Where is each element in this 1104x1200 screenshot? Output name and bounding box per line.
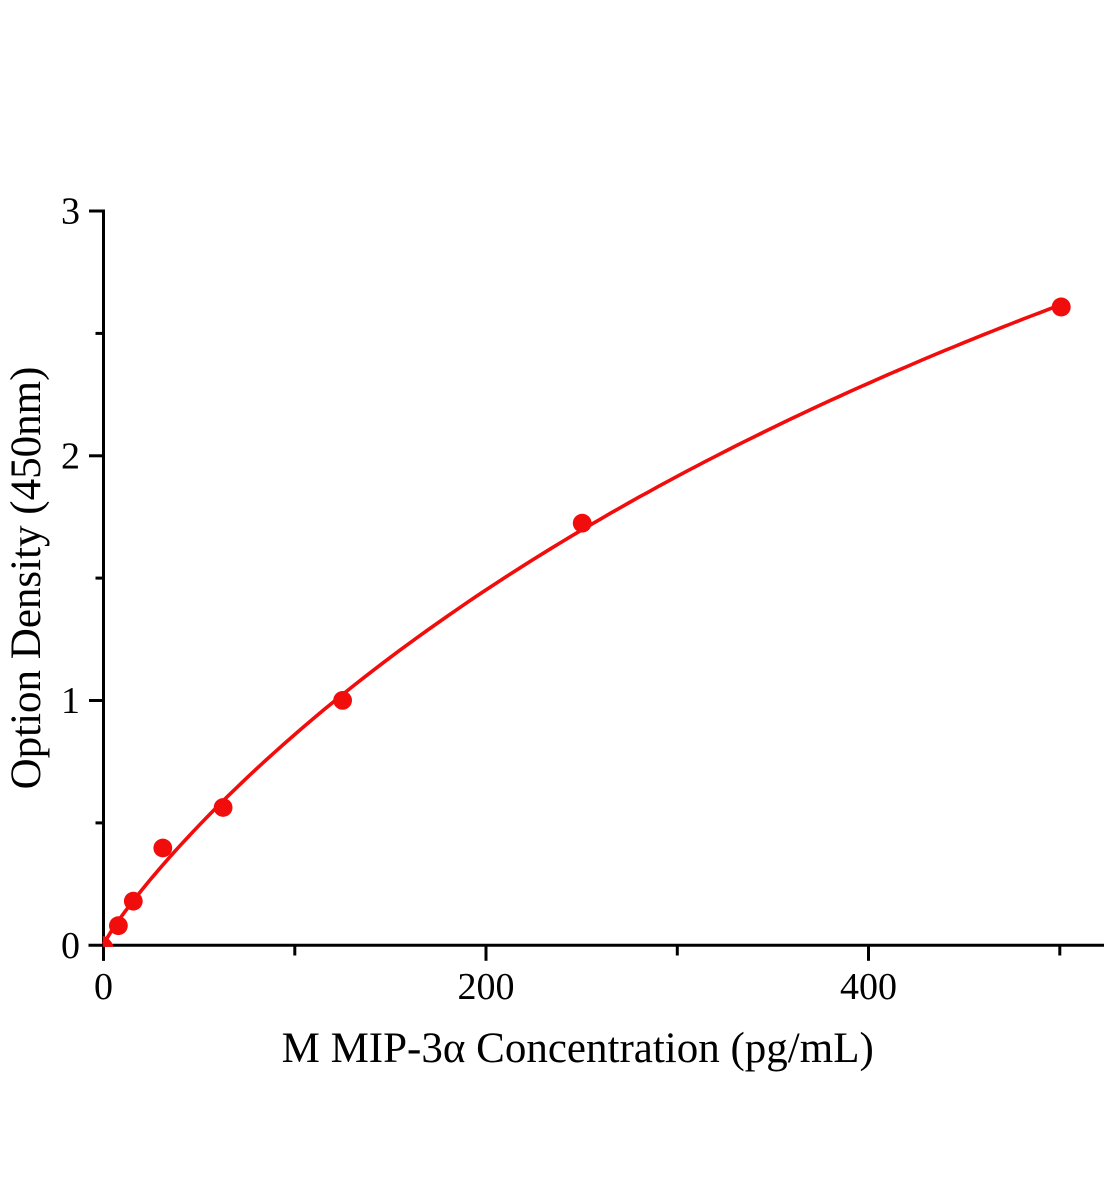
- svg-text:1: 1: [61, 680, 80, 722]
- svg-text:0: 0: [94, 966, 113, 1008]
- svg-text:3: 3: [61, 191, 80, 233]
- svg-text:400: 400: [840, 966, 897, 1008]
- svg-text:2: 2: [61, 435, 80, 477]
- svg-text:0: 0: [61, 925, 80, 967]
- svg-text:200: 200: [458, 966, 515, 1008]
- svg-text:Option Density (450nm): Option Density (450nm): [3, 367, 50, 790]
- svg-text:M MIP-3α Concentration (pg/mL): M MIP-3α Concentration (pg/mL): [282, 1025, 874, 1072]
